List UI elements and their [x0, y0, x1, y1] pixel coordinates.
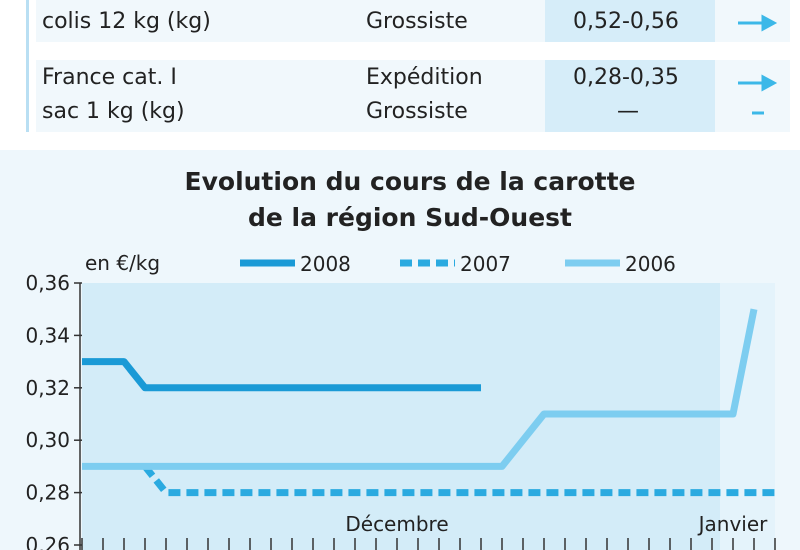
trend-icons	[738, 14, 778, 115]
y-axis-label: en €/kg	[85, 251, 160, 275]
stage: Grossiste	[366, 99, 468, 124]
x-tick-label: Janvier	[697, 512, 769, 536]
y-tick-label: 0,26	[25, 533, 70, 550]
price: —	[617, 99, 639, 124]
product: colis 12 kg (kg)	[42, 9, 211, 34]
legend-label: 2008	[300, 252, 351, 276]
y-tick-label: 0,28	[25, 481, 70, 505]
price-table: colis 12 kg (kg) Grossiste 0,52-0,56 Fra…	[0, 0, 800, 140]
chart-title: de la région Sud-Ouest	[248, 203, 572, 232]
table-border	[26, 0, 29, 132]
price-bg	[545, 60, 715, 132]
series-line	[82, 308, 758, 470]
x-tick-label: Décembre	[345, 512, 448, 536]
chart: Evolution du cours de la carotte de la r…	[0, 150, 800, 550]
chart-title: Evolution du cours de la carotte	[185, 167, 636, 196]
y-tick-label: 0,30	[25, 428, 70, 452]
series-line	[142, 464, 775, 497]
y-tick-label: 0,34	[25, 323, 70, 347]
stage: Grossiste	[366, 9, 468, 34]
legend-label: 2007	[460, 252, 511, 276]
stage: Expédition	[366, 65, 483, 90]
price: 0,52-0,56	[573, 9, 679, 34]
product: France cat. I	[42, 65, 177, 90]
series-line	[82, 358, 481, 392]
price: 0,28-0,35	[573, 65, 679, 90]
product: sac 1 kg (kg)	[42, 99, 185, 124]
legend-label: 2006	[625, 252, 676, 276]
trend-arrow-head	[761, 74, 778, 92]
y-tick-label: 0,36	[25, 271, 70, 295]
price-bg	[545, 0, 715, 42]
y-tick-label: 0,32	[25, 376, 70, 400]
trend-arrow-head	[761, 14, 778, 32]
